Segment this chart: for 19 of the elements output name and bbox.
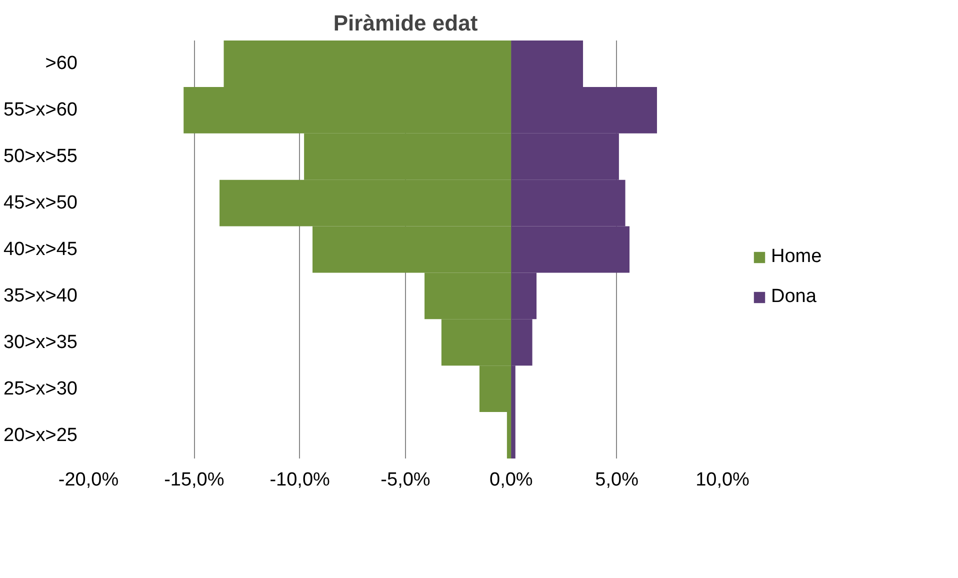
y-tick-label: 35>x>40 [4, 285, 78, 306]
x-tick-label: -5,0% [380, 470, 430, 490]
x-tick-label: 0,0% [490, 470, 533, 490]
y-tick-label: 50>x>55 [4, 146, 78, 168]
x-tick-label: 5,0% [595, 470, 639, 490]
legend-label: Home [771, 246, 822, 268]
legend-label: Dona [771, 286, 816, 308]
x-tick-label: -15,0% [164, 470, 224, 490]
y-tick-label: 55>x>60 [4, 100, 78, 121]
y-tick-label: 25>x>30 [4, 378, 78, 400]
x-tick-label: 10,0% [696, 470, 750, 490]
y-tick-label: 40>x>45 [4, 239, 78, 260]
y-tick-label: 20>x>25 [4, 424, 78, 446]
y-tick-label: 45>x>50 [4, 192, 78, 214]
y-tick-label: 30>x>35 [4, 332, 78, 353]
y-tick-label: >60 [45, 53, 78, 74]
chart-title: Piràmide edat [333, 10, 478, 36]
x-tick-label: -20,0% [58, 470, 119, 490]
x-tick-label: -10,0% [270, 470, 330, 490]
